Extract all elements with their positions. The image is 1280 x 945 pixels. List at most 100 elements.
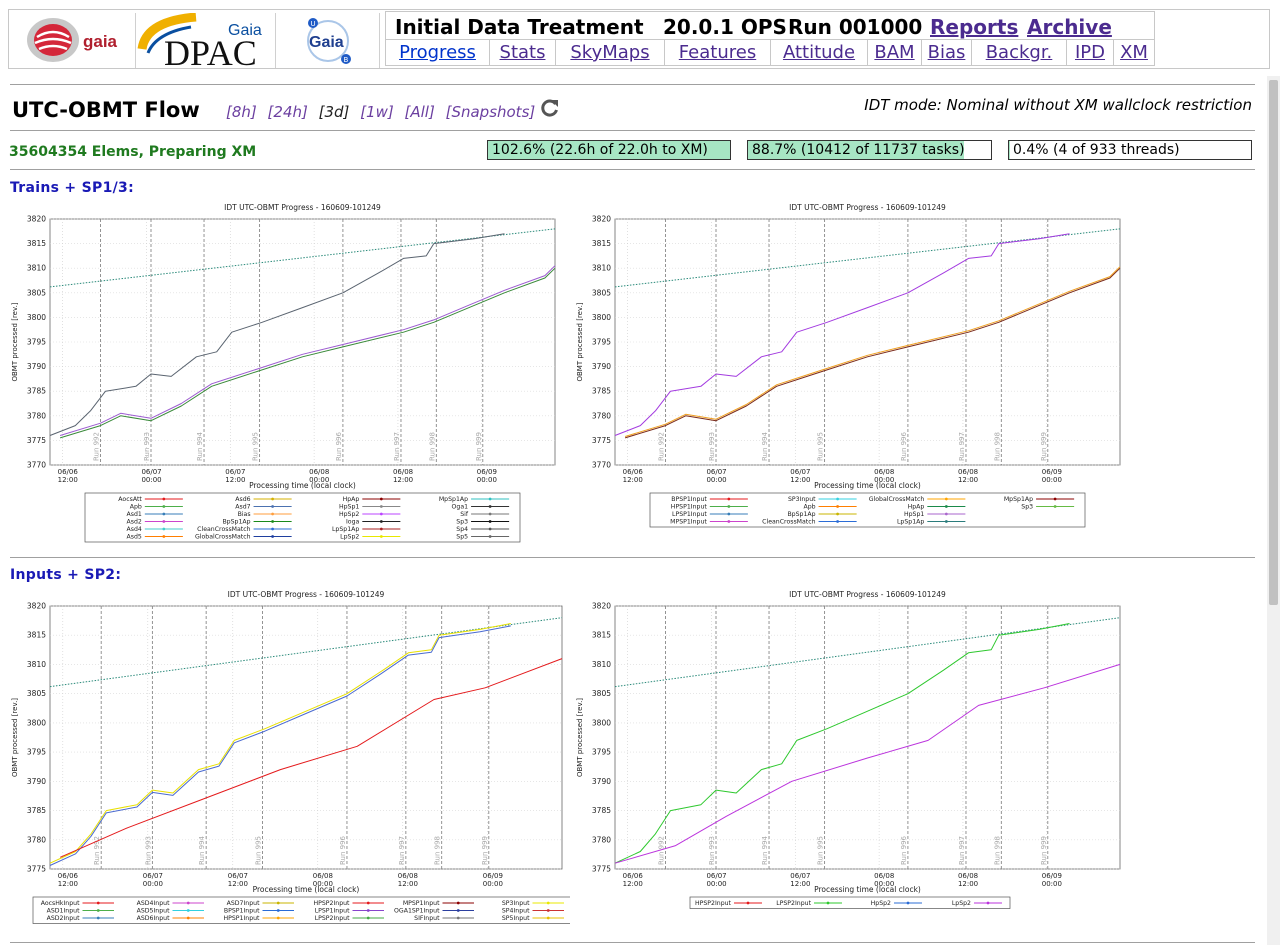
x-tick-label: 00:00 [309, 476, 329, 484]
x-tick-label: 12:00 [958, 476, 978, 484]
nav-features[interactable]: Features [678, 42, 757, 63]
x-tick-label: 06/07 [790, 872, 810, 880]
xm-time-progress-bar: 102.6% (22.6h of 22.0h to XM) [487, 140, 731, 160]
chart-title: IDT UTC-OBMT Progress - 160609-101249 [224, 203, 381, 212]
x-tick-label: 12:00 [623, 476, 643, 484]
legend-marker [379, 512, 383, 516]
legend-marker [96, 901, 100, 905]
nav-skymaps[interactable]: SkyMaps [570, 42, 650, 63]
x-axis-label: Processing time (local clock) [249, 481, 356, 490]
legend-label: ASD7Input [227, 900, 260, 907]
x-tick-label: 12:00 [228, 880, 248, 888]
x-tick-label: 00:00 [1042, 476, 1062, 484]
tasks-progress-bar: 88.7% (10412 of 11737 tasks) [747, 140, 992, 160]
page-scrollbar[interactable] [1267, 76, 1280, 945]
legend-label: LPSP1Input [672, 511, 707, 518]
3 [614, 663, 1121, 864]
nav-backgr[interactable]: Backgr. [985, 42, 1053, 63]
legend-label: GlobalCrossMatch [195, 534, 251, 541]
legend-label: HpAp [343, 496, 360, 503]
legend-marker [366, 909, 370, 912]
nav-attitude[interactable]: Attitude [782, 42, 856, 63]
legend-label: HPSP2Input [695, 900, 732, 907]
nav-stats[interactable]: Stats [499, 42, 546, 63]
y-tick-label: 3815 [592, 631, 611, 640]
x-tick-label: 06/08 [874, 468, 894, 476]
range-1w-link[interactable]: [1w] [360, 103, 394, 121]
legend-marker [836, 520, 839, 523]
version-label: 20.0.1 OPS [663, 15, 787, 39]
plot-trains[interactable]: IDT UTC-OBMT Progress - 160609-101249 377… [5, 199, 565, 544]
x-tick-label: 06/07 [706, 872, 726, 880]
x-axis-label: Processing time (local clock) [814, 481, 921, 490]
range-8h-link[interactable]: [8h] [226, 103, 257, 121]
legend-label: Asd4 [126, 526, 141, 533]
x-tick-label: 06/09 [1042, 468, 1062, 476]
nav-progress[interactable]: Progress [399, 42, 476, 63]
legend-marker [456, 901, 460, 905]
y-tick-label: 3820 [592, 602, 611, 611]
legend-marker [186, 909, 190, 912]
gaia-u-logo[interactable]: U B Gaia [276, 13, 380, 68]
legend-label: Sp5 [456, 534, 468, 541]
range-3d-current: [3d] [318, 103, 350, 121]
run-marker-label: Run 998 [993, 836, 1001, 865]
dpac-logo[interactable]: Gaia DPAC [136, 12, 276, 73]
legend-marker [906, 901, 910, 905]
legend-label: Asd5 [126, 534, 141, 541]
legend-marker [271, 520, 274, 523]
run-marker-label: Run 998 [434, 836, 442, 865]
y-tick-label: 3810 [27, 264, 46, 273]
svg-text:Gaia: Gaia [228, 22, 262, 39]
legend-marker [96, 909, 100, 912]
x-axis-label: Processing time (local clock) [814, 885, 921, 894]
legend-marker [379, 505, 383, 508]
run-marker-label: Run 995 [817, 432, 825, 461]
legend-marker [488, 527, 492, 531]
range-24h-link[interactable]: [24h] [267, 103, 308, 121]
gaia-logo[interactable]: gaia [13, 13, 136, 68]
y-tick-label: 3785 [27, 806, 46, 815]
nav-xm[interactable]: XM [1120, 42, 1148, 63]
run-label: Run 001000 [788, 15, 923, 39]
plot-sp2[interactable]: IDT UTC-OBMT Progress - 160609-101249 377… [570, 586, 1130, 936]
legend-marker [944, 497, 948, 501]
gaia-logo-text: gaia [83, 32, 118, 51]
legend-marker [944, 512, 948, 516]
range-all-link[interactable]: [All] [404, 103, 435, 121]
nav-ipd[interactable]: IPD [1074, 42, 1106, 63]
legend-label: LpSp1Ap [332, 526, 359, 533]
legend-label: OGA1SP1Input [394, 908, 440, 915]
plot-inputs[interactable]: IDT UTC-OBMT Progress - 160609-101249 377… [5, 586, 572, 936]
run-marker-label: Run 999 [481, 836, 489, 865]
chart-legend [32, 896, 572, 924]
3.5 [614, 233, 1070, 436]
run-marker-label: Run 995 [252, 432, 260, 461]
nav-bias[interactable]: Bias [927, 42, 966, 63]
legend-marker [488, 505, 492, 508]
legend-marker [162, 527, 166, 531]
y-tick-label: 3805 [592, 689, 611, 698]
legend-label: GlobalCrossMatch [869, 496, 925, 503]
plot-sp1-sp3[interactable]: IDT UTC-OBMT Progress - 160609-101249 377… [570, 199, 1130, 544]
legend-label: SIFInput [414, 915, 440, 922]
x-tick-label: 12:00 [398, 880, 418, 888]
run-marker-label: Run 999 [1040, 432, 1048, 461]
y-tick-label: 3795 [27, 338, 46, 347]
legend-marker [488, 512, 492, 516]
scrollbar-thumb[interactable] [1269, 80, 1278, 605]
legend-marker [379, 535, 383, 538]
legend-marker [488, 535, 492, 538]
reports-link[interactable]: Reports [930, 15, 1019, 39]
refresh-icon[interactable] [540, 98, 560, 118]
y-tick-label: 3805 [592, 288, 611, 297]
range-snapshots-link[interactable]: [Snapshots] [445, 103, 536, 121]
legend-marker [276, 901, 280, 905]
x-tick-label: 06/08 [309, 468, 329, 476]
nav-bam[interactable]: BAM [874, 42, 915, 63]
app-title: Initial Data Treatment [395, 15, 644, 39]
legend-marker [276, 916, 280, 920]
time-range-links: [8h] [24h] [3d] [1w] [All] [Snapshots] [226, 103, 541, 121]
archive-link[interactable]: Archive [1027, 15, 1112, 39]
header-banner: gaia Gaia DPAC U B Gaia [8, 9, 1270, 73]
